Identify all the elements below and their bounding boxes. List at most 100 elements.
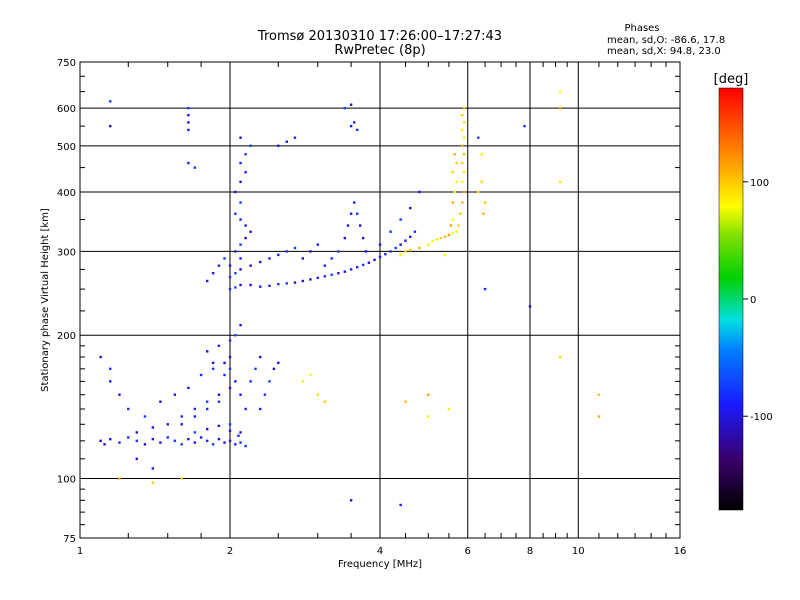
data-point xyxy=(159,400,162,403)
data-point xyxy=(316,276,319,280)
data-point xyxy=(404,400,407,403)
data-point xyxy=(349,212,353,215)
data-point xyxy=(482,212,485,215)
data-point xyxy=(193,431,197,434)
data-point xyxy=(309,278,312,281)
data-point xyxy=(277,253,280,257)
data-point xyxy=(451,231,455,235)
data-point xyxy=(166,423,169,426)
data-point xyxy=(217,437,221,441)
stats-heading: Phases xyxy=(624,23,659,34)
x-tick-label: 1 xyxy=(77,546,83,557)
data-point xyxy=(451,171,455,174)
data-point xyxy=(205,350,209,353)
x-tick-label: 6 xyxy=(465,546,471,557)
data-point xyxy=(193,166,197,169)
data-point xyxy=(187,113,190,117)
data-point xyxy=(301,279,305,283)
data-point xyxy=(249,380,252,383)
data-point xyxy=(349,268,353,271)
data-point xyxy=(477,190,480,194)
data-point xyxy=(254,367,257,371)
data-point xyxy=(480,153,483,156)
data-point xyxy=(480,180,483,184)
data-point xyxy=(330,257,333,260)
data-point xyxy=(301,257,305,260)
data-point xyxy=(389,230,392,233)
y-tick-label: 500 xyxy=(57,142,76,153)
data-point xyxy=(399,503,402,507)
data-point xyxy=(118,393,121,396)
data-point xyxy=(180,423,183,426)
data-point xyxy=(234,272,237,275)
data-point xyxy=(301,380,305,383)
data-point xyxy=(127,407,130,411)
data-point xyxy=(477,136,480,139)
data-point xyxy=(459,212,462,215)
data-point xyxy=(249,283,252,287)
data-point xyxy=(223,257,226,260)
chart-subtitle: RwPretec (8p) xyxy=(334,43,425,58)
data-point xyxy=(316,393,319,396)
data-point xyxy=(461,161,464,165)
y-tick-label: 750 xyxy=(57,58,76,69)
data-point xyxy=(228,355,232,359)
data-point xyxy=(285,140,288,143)
data-point xyxy=(447,407,451,411)
data-point xyxy=(364,250,368,253)
y-tick-label: 400 xyxy=(57,188,76,199)
data-point xyxy=(135,431,138,434)
data-point xyxy=(451,201,455,204)
colorbar-label: [deg] xyxy=(714,72,749,87)
data-point xyxy=(180,415,183,418)
data-point xyxy=(244,153,247,156)
grid-lines xyxy=(80,62,680,538)
minor-ticks xyxy=(80,62,680,538)
data-point xyxy=(358,224,362,227)
data-point xyxy=(173,393,177,396)
y-tick-label: 75 xyxy=(63,534,76,545)
data-point xyxy=(234,443,237,446)
data-point xyxy=(193,407,197,411)
colorbar xyxy=(718,87,744,511)
data-point xyxy=(378,255,382,259)
data-point xyxy=(244,171,247,174)
data-point xyxy=(135,457,138,461)
data-point xyxy=(293,246,297,250)
x-tick-label: 10 xyxy=(572,546,585,557)
data-point xyxy=(187,386,190,390)
data-point xyxy=(293,136,297,139)
colorbar-tick-label: 0 xyxy=(750,295,756,306)
data-point xyxy=(453,190,456,194)
data-point xyxy=(559,355,562,359)
data-point xyxy=(187,161,190,165)
data-point xyxy=(378,243,382,246)
data-point xyxy=(355,128,359,132)
data-point xyxy=(462,106,466,110)
data-point xyxy=(99,355,102,359)
data-point xyxy=(127,436,130,439)
data-point xyxy=(462,136,466,139)
data-point xyxy=(461,180,464,184)
data-point xyxy=(109,367,112,371)
data-point xyxy=(234,190,237,194)
data-point xyxy=(109,380,112,383)
data-point xyxy=(277,361,280,365)
data-point xyxy=(346,224,350,227)
data-point xyxy=(352,201,356,204)
data-point xyxy=(559,180,562,184)
data-point xyxy=(349,499,353,502)
data-point xyxy=(461,128,464,132)
data-point xyxy=(211,361,215,365)
data-point xyxy=(337,272,340,275)
data-point xyxy=(418,190,421,194)
data-point xyxy=(409,206,412,210)
data-point xyxy=(109,100,112,103)
x-tick-label: 2 xyxy=(227,546,233,557)
data-point xyxy=(355,265,359,269)
data-point xyxy=(223,361,226,365)
y-tick-labels: 75 100 200 300 400 500 600 750 xyxy=(57,58,76,545)
y-tick-label: 600 xyxy=(57,104,76,115)
data-point xyxy=(234,250,237,253)
